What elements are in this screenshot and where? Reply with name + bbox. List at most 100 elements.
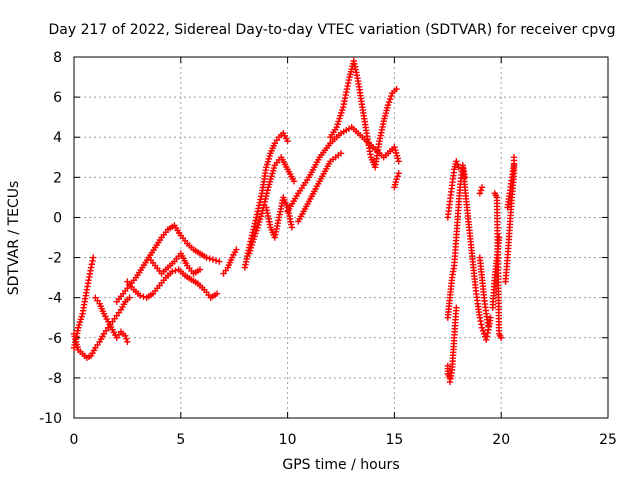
x-tick-labels: 0 5 10 15 20 25: [70, 432, 617, 448]
data-point: [264, 187, 271, 194]
data-point: [477, 317, 484, 325]
data-point: [510, 154, 518, 161]
series-arc-11: [284, 123, 402, 215]
data-point: [387, 92, 395, 100]
data-point: [337, 112, 344, 119]
x-tick-label: 5: [176, 432, 185, 448]
data-point: [487, 314, 494, 321]
data-point: [483, 336, 490, 343]
data-point: [254, 224, 261, 231]
data-point: [246, 247, 254, 254]
data-point: [233, 246, 240, 253]
y-tick-label: 6: [53, 90, 62, 106]
data-point: [478, 324, 486, 331]
data-point: [251, 233, 258, 240]
data-point: [290, 178, 298, 185]
data-point: [476, 314, 484, 321]
data-point: [88, 261, 95, 268]
data-point: [245, 250, 253, 257]
data-point: [288, 224, 296, 231]
series-arc-5: [124, 266, 221, 301]
data-point: [251, 220, 259, 227]
data-point: [248, 241, 256, 249]
data-point: [249, 238, 257, 246]
data-point: [483, 333, 491, 340]
series-arc-3: [92, 294, 131, 345]
data-point: [253, 211, 261, 218]
data-point: [478, 184, 486, 191]
series-arc-6: [145, 250, 204, 277]
data-point: [250, 236, 257, 243]
data-point: [216, 258, 223, 265]
data-point: [263, 192, 270, 200]
x-tick-label: 15: [385, 432, 403, 448]
data-point: [258, 210, 266, 217]
data-point: [393, 85, 400, 93]
series-arc-22: [476, 184, 486, 197]
data-point: [196, 266, 204, 273]
data-point: [140, 293, 147, 300]
data-point: [172, 267, 179, 274]
data-point: [255, 221, 262, 229]
data-point: [395, 158, 402, 165]
data-point: [89, 257, 96, 265]
data-point: [384, 101, 392, 109]
data-point: [453, 158, 460, 165]
data-point: [123, 335, 130, 342]
data-point: [247, 244, 255, 252]
data-point: [263, 189, 271, 197]
data-point: [250, 223, 258, 230]
data-point: [253, 214, 260, 221]
data-point: [206, 255, 213, 262]
data-point: [203, 254, 210, 261]
grid: [74, 57, 608, 418]
data-point: [477, 187, 485, 194]
data-point: [393, 176, 400, 183]
x-tick-label: 25: [599, 432, 617, 448]
data-point: [385, 98, 393, 106]
data-point: [253, 227, 260, 234]
data-point: [209, 256, 217, 263]
data-point: [479, 327, 487, 334]
series-arc-17: [444, 158, 462, 221]
data-point: [476, 190, 484, 197]
data-point: [284, 138, 291, 145]
series-arc-21: [491, 190, 505, 341]
y-tick-label: -8: [48, 371, 62, 387]
series-arc-2: [70, 254, 97, 352]
data-point: [137, 292, 144, 299]
y-tick-label: -2: [48, 251, 62, 267]
data-point: [454, 161, 461, 168]
data-point: [498, 334, 505, 341]
data-point: [252, 217, 259, 224]
data-point: [122, 332, 129, 339]
data-point: [333, 123, 340, 131]
data-point: [336, 115, 343, 122]
y-tick-labels: -10 -8 -6 -4 -2 0 2 4 6 8: [39, 50, 62, 427]
series-arc-14: [391, 170, 402, 191]
data-point: [339, 106, 346, 114]
series-arc-16: [444, 162, 469, 321]
data-point: [395, 170, 402, 177]
x-tick-label: 0: [70, 432, 79, 448]
y-axis-label: SDTVAR / TECUs: [6, 181, 22, 296]
series-arc-9: [245, 154, 298, 257]
data-point: [90, 254, 97, 261]
y-tick-label: -4: [48, 291, 62, 307]
data-point: [256, 215, 264, 223]
series-arc-24: [504, 162, 518, 211]
series-arc-13: [327, 57, 400, 171]
series-arc-8: [241, 130, 291, 271]
data-point: [394, 173, 401, 180]
data-point: [255, 205, 262, 212]
y-tick-label: 2: [53, 170, 62, 186]
data-point: [249, 229, 256, 236]
data-point: [252, 230, 259, 237]
data-point: [87, 264, 95, 271]
y-tick-label: 0: [53, 210, 62, 226]
x-tick-label: 10: [279, 432, 297, 448]
axis-ticks: [73, 56, 609, 419]
x-tick-label: 20: [492, 432, 510, 448]
data-point: [257, 213, 265, 220]
